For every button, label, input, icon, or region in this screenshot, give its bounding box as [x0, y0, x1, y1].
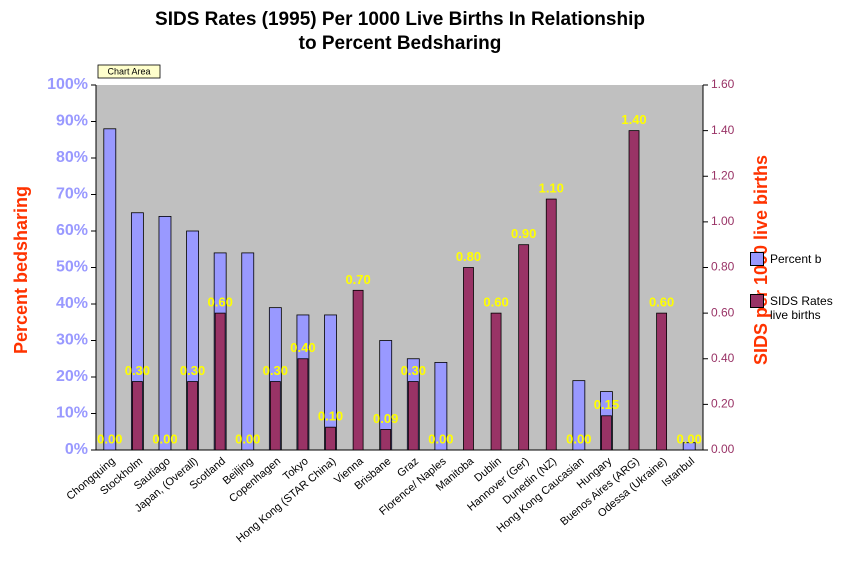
y-tick-label: 10%: [56, 405, 88, 422]
y-axis-label: Percent bedsharing: [11, 186, 31, 354]
legend-label: SIDS Rates live births: [770, 294, 833, 322]
data-label: 0.10: [318, 409, 343, 424]
legend: Percent b SIDS Rates live births: [750, 252, 850, 350]
y-tick-label: 60%: [56, 222, 88, 239]
data-label: 0.80: [456, 249, 481, 264]
bar: [682, 442, 696, 451]
bar: [297, 358, 309, 451]
data-label: 0.30: [401, 363, 426, 378]
y-tick-label: 90%: [56, 113, 88, 130]
tooltip: [97, 64, 161, 79]
data-label: 0.60: [649, 295, 674, 310]
data-label: 0.00: [235, 431, 260, 446]
bar: [158, 215, 172, 451]
bar: [187, 381, 198, 451]
y2-tick-label: 1.00: [711, 214, 735, 228]
bar: [103, 128, 117, 451]
annotation: Chart Area: [107, 66, 150, 76]
y2-tick-label: 1.40: [711, 123, 735, 137]
legend-label: Percent b: [770, 252, 822, 266]
y2-tick-label: 1.60: [711, 77, 735, 91]
bar: [407, 381, 419, 451]
bar: [241, 252, 255, 451]
data-label: 0.30: [263, 363, 288, 378]
legend-item: SIDS Rates live births: [750, 294, 850, 322]
bar: [490, 312, 502, 451]
bar: [545, 198, 557, 451]
data-label: 0.70: [345, 272, 370, 287]
legend-swatch: [750, 252, 764, 266]
bar: [601, 415, 612, 451]
y-tick-label: 0%: [65, 441, 88, 458]
data-label: 0.00: [97, 431, 122, 446]
y2-tick-label: 0.60: [711, 305, 735, 319]
data-label: 0.40: [290, 340, 315, 355]
y2-tick-label: 0.00: [711, 442, 735, 456]
data-label: 0.00: [428, 431, 453, 446]
y-tick-label: 30%: [56, 332, 88, 349]
y-tick-label: 100%: [47, 76, 88, 93]
data-label: 0.09: [373, 411, 398, 426]
data-label: 0.60: [208, 295, 233, 310]
bar: [572, 380, 586, 451]
bar: [269, 381, 281, 451]
data-label: 0.90: [511, 226, 536, 241]
y-tick-label: 80%: [56, 149, 88, 166]
data-label: 0.00: [566, 431, 591, 446]
y-tick-label: 70%: [56, 186, 88, 203]
data-label: 1.40: [621, 112, 646, 127]
bar: [628, 130, 640, 451]
bar: [434, 361, 448, 451]
data-label: 0.15: [594, 397, 619, 412]
y2-tick-label: 0.80: [711, 260, 735, 274]
bar: [656, 312, 668, 451]
chart-title: SIDS Rates (1995) Per 1000 Live Births I…: [155, 9, 645, 30]
bar: [131, 381, 143, 451]
legend-item: Percent b: [750, 252, 850, 266]
bar: [325, 426, 336, 451]
data-label: 0.60: [483, 295, 508, 310]
y2-tick-label: 0.20: [711, 397, 735, 411]
chart-title: to Percent Bedsharing: [299, 33, 502, 54]
bar: [380, 429, 392, 451]
y-tick-label: 40%: [56, 295, 88, 312]
data-label: 0.00: [677, 431, 702, 446]
bar: [214, 312, 226, 451]
bar: [352, 289, 364, 451]
data-label: 0.30: [180, 363, 205, 378]
y2-tick-label: 1.20: [711, 168, 735, 182]
y2-tick-label: 0.40: [711, 351, 735, 365]
y-tick-label: 50%: [56, 259, 88, 276]
legend-swatch: [750, 294, 764, 308]
bar: [463, 267, 474, 451]
y-tick-label: 20%: [56, 368, 88, 385]
bar: [518, 244, 530, 451]
data-label: 0.00: [152, 431, 177, 446]
data-label: 0.30: [125, 363, 150, 378]
data-label: 1.10: [539, 181, 564, 196]
